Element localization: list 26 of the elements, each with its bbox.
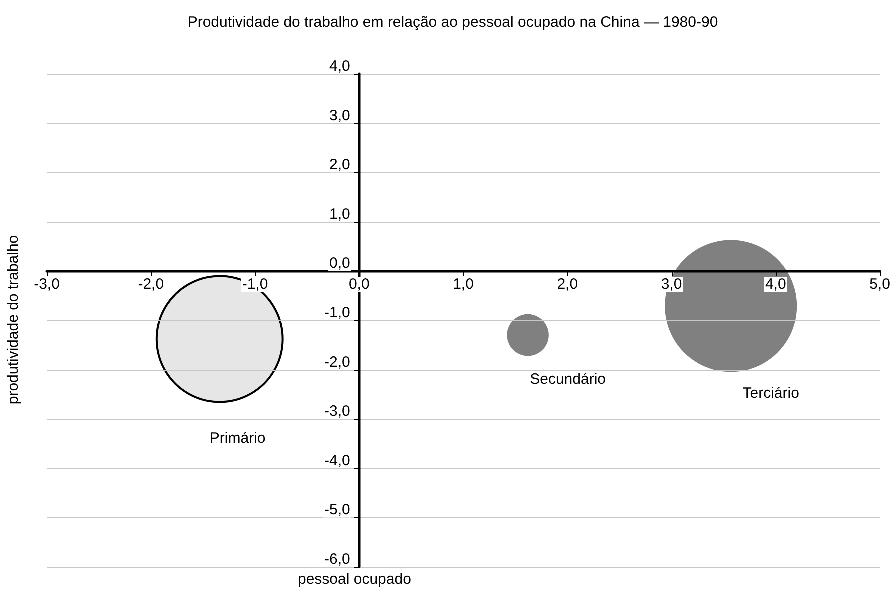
x-tick-label: 0,0	[348, 276, 370, 294]
x-tick-label: -2,0	[138, 276, 164, 294]
y-tick-label: -1,0	[324, 304, 350, 322]
chart-title: Produtividade do trabalho em relação ao pessoal ocupado na China — 1980-90	[188, 14, 718, 31]
y-tick-label: -4,0	[324, 452, 350, 470]
y-tick-label: -3,0	[324, 403, 350, 420]
y-tick-label: 0,0	[330, 255, 350, 272]
x-tick-label: 4,0	[765, 276, 786, 294]
y-tick-label: 1,0	[330, 206, 350, 223]
y-tick-label: -5,0	[324, 502, 350, 519]
series-label: Secundário	[530, 371, 606, 388]
y-tick-label: 2,0	[330, 156, 350, 174]
y-tick-label: -6,0	[324, 551, 350, 568]
y-axis-title: produtividade do trabalho	[5, 235, 22, 405]
x-tick-label: 1,0	[453, 276, 474, 294]
x-tick-label: 3,0	[661, 276, 682, 294]
y-tick-label: -2,0	[324, 354, 350, 371]
y-tick-label: 3,0	[330, 107, 350, 124]
y-tick-label: 4,0	[330, 58, 350, 75]
series-label: Terciário	[742, 385, 800, 402]
x-axis-title: pessoal ocupado	[298, 571, 412, 588]
series-label: Primário	[210, 430, 266, 448]
x-tick-label: -3,0	[34, 276, 60, 294]
x-tick-label: 5,0	[870, 276, 890, 294]
x-tick-label: 2,0	[557, 276, 578, 294]
x-tick-label: -1,0	[242, 276, 268, 294]
